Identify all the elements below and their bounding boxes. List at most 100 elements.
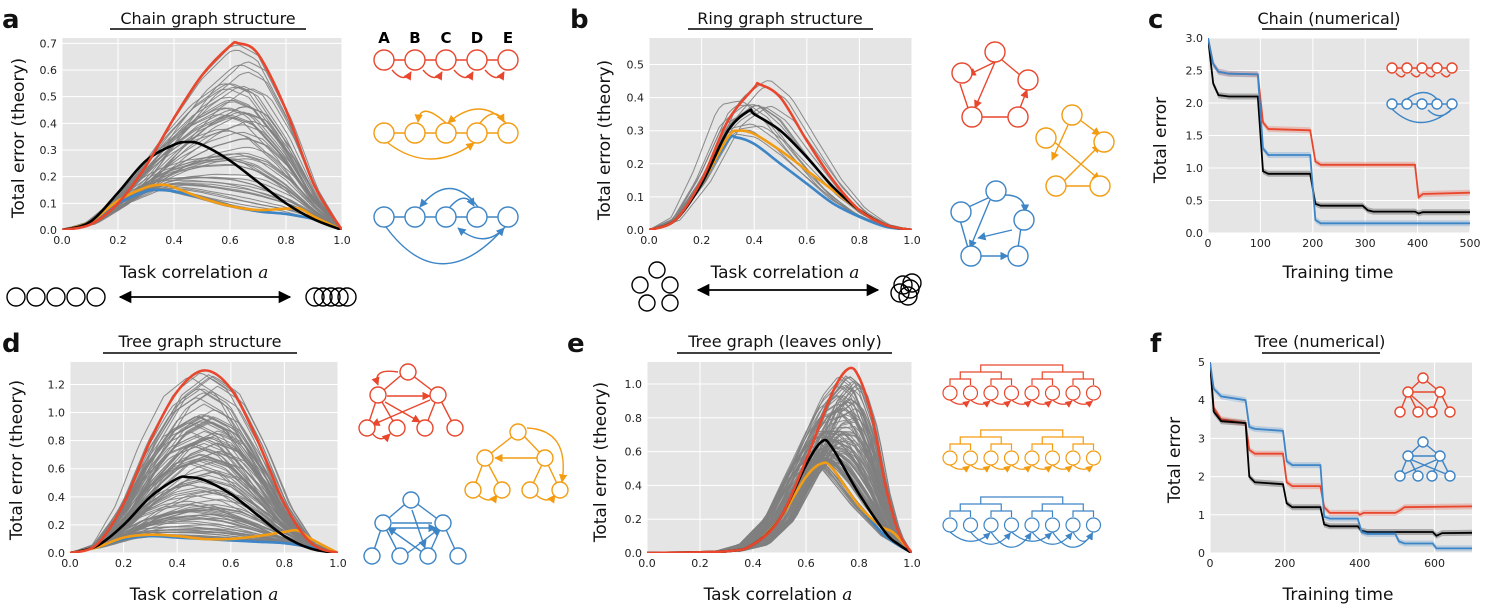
x-tick-label: 0.4 <box>168 557 186 570</box>
x-tick-label: 0.8 <box>851 234 869 247</box>
x-tick-label: 500 <box>1460 237 1481 250</box>
ring-graph-orange <box>1035 104 1115 197</box>
x-tick-label: 0.0 <box>53 234 71 247</box>
plot-area-f: 0 200 400 600 0 1 2 3 4 5 <box>1198 356 1472 570</box>
y-tick-label: 0.0 <box>625 547 643 560</box>
node-label-b: B <box>409 29 420 47</box>
x-tick-label: 0.8 <box>850 557 868 570</box>
x-tick-label: 600 <box>1424 557 1445 570</box>
panel-title-c: Chain (numerical) <box>1257 9 1400 28</box>
leaf-node <box>983 385 999 401</box>
y-tick-label: 4 <box>1198 394 1205 407</box>
ring-graph-blue <box>950 180 1035 267</box>
leaf-node <box>942 450 958 466</box>
y-tick-label: 0.2 <box>627 158 645 171</box>
leaf-node <box>1003 450 1020 466</box>
x-tick-label: 1.0 <box>903 557 921 570</box>
gray-curve <box>62 105 342 230</box>
series-line-red <box>62 40 342 230</box>
y-tick-label: 2.0 <box>1186 97 1204 110</box>
tree-graph-orange <box>464 423 569 504</box>
panel-label-b: b <box>570 5 589 35</box>
series-group <box>1210 362 1472 552</box>
x-tick-label: 0.4 <box>745 234 763 247</box>
xlabel-b: Task correlation a <box>710 263 860 283</box>
y-tick-label: 0.3 <box>40 144 58 157</box>
x-tick-label: 400 <box>1407 237 1428 250</box>
y-tick-label: 0.0 <box>40 224 58 237</box>
xlabel-c: Training time <box>1282 263 1394 283</box>
leaf-node <box>983 517 999 533</box>
x-tick-label: 100 <box>1250 237 1271 250</box>
y-tick-label: 0.0 <box>627 224 645 237</box>
plot-background <box>1210 362 1472 553</box>
x-tick-label: 0.2 <box>691 557 709 570</box>
y-tick-label: 1.0 <box>48 407 66 420</box>
ylabel-b: Total error (theory) <box>595 60 615 221</box>
y-tick-label: 1.0 <box>1186 162 1204 175</box>
panel-f: f Tree (numerical) 0 200 400 600 0 1 2 3 4 5 Trai… <box>1150 329 1472 605</box>
x-tick-label: 0.0 <box>640 234 658 247</box>
y-tick-label: 5 <box>1198 356 1205 369</box>
plot-area-b: 0.0 0.2 0.4 0.6 0.8 1.0 0.0 0.1 0.2 0.3 0.4 0.5 <box>627 38 921 247</box>
panel-d: d Tree graph structure 0.0 0.2 0.4 0.6 0.8 1.… <box>2 329 569 605</box>
series-group <box>62 40 342 230</box>
x-tick-label: 0.8 <box>277 234 295 247</box>
panel-label-e: e <box>567 329 585 359</box>
leaf-node <box>983 450 999 466</box>
panel-a: a Chain graph structure 0.0 0.2 0.4 0.6 0.8 1… <box>2 5 519 307</box>
y-tick-label: 0.5 <box>627 58 645 71</box>
x-tick-label: 1.0 <box>903 234 921 247</box>
y-tick-label: 0.3 <box>627 125 645 138</box>
leaf-node <box>962 517 979 533</box>
node-label-d: D <box>471 29 483 47</box>
x-tick-label: 0 <box>1207 557 1214 570</box>
ring-graph-red <box>951 41 1039 128</box>
chain-graph-blue-mini <box>1386 91 1458 124</box>
panel-title-e: Tree graph (leaves only) <box>687 332 882 351</box>
y-tick-label: 0.2 <box>48 519 66 532</box>
y-tick-label: 0.2 <box>625 513 643 526</box>
plot-area-d: 0.0 0.2 0.4 0.6 0.8 1.0 0.0 0.2 0.4 0.6 0.8 1.0 1.2 <box>48 362 347 570</box>
y-tick-label: 0.1 <box>627 191 645 204</box>
panel-b: b Ring graph structure 0.0 0.2 0.4 0.6 0.8 1.… <box>570 5 1115 312</box>
y-tick-label: 0.4 <box>48 491 66 504</box>
leaf-node <box>1085 385 1102 401</box>
x-tick-label: 0.6 <box>222 557 240 570</box>
gray-curve <box>62 146 342 230</box>
series-line-blue <box>1210 362 1472 550</box>
x-tick-label: 0.2 <box>109 234 127 247</box>
xlabel-d: Task correlation a <box>129 585 279 605</box>
xlabel-a: Task correlation a <box>119 263 269 283</box>
series-band-black <box>1208 38 1470 217</box>
tree-graph-red-mini <box>1394 372 1456 418</box>
y-tick-label: 0.6 <box>40 64 58 77</box>
y-tick-label: 0.5 <box>1186 195 1204 208</box>
x-tick-label: 1.0 <box>329 557 347 570</box>
x-tick-label: 0 <box>1205 237 1212 250</box>
x-tick-label: 0.6 <box>221 234 239 247</box>
uncorrelated-circles-icon <box>631 261 679 312</box>
panel-c: c Chain (numerical) 0 100 200 300 400 5000.00… <box>1148 5 1481 283</box>
series-line-red <box>647 366 912 553</box>
tree-graph-blue <box>363 491 467 565</box>
y-tick-label: 0.8 <box>48 435 66 448</box>
chain-graph-orange <box>373 108 519 160</box>
leaf-node <box>1024 450 1040 466</box>
x-tick-label: 0.6 <box>798 234 816 247</box>
x-tick-label: 1.0 <box>333 234 351 247</box>
plot-area-e: 0.0 0.2 0.4 0.6 0.8 1.0 0.0 0.2 0.4 0.6 0.8 1.0 <box>625 362 921 570</box>
panel-label-f: f <box>1150 329 1162 359</box>
y-tick-label: 2.5 <box>1186 65 1204 78</box>
overlapping-circles-icon <box>890 273 922 306</box>
x-tick-label: 0.0 <box>61 557 79 570</box>
leaf-node <box>1065 450 1081 466</box>
ylabel-f: Total error <box>1165 417 1185 504</box>
y-tick-label: 3.0 <box>1186 32 1204 45</box>
xlabel-e: Task correlation a <box>703 585 853 605</box>
y-tick-label: 1.2 <box>48 378 66 391</box>
leaf-node <box>1024 517 1040 533</box>
x-tick-label: 300 <box>1355 237 1376 250</box>
leaves-tree-diagrams <box>942 364 1102 548</box>
ylabel-a: Total error (theory) <box>9 58 29 219</box>
